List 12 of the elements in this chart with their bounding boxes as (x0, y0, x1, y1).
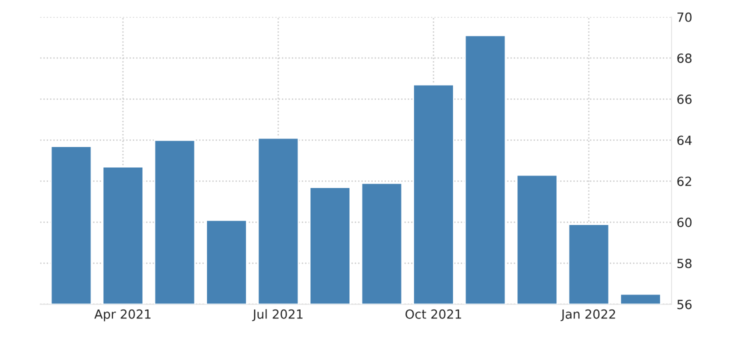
x-tick-label: Apr 2021 (94, 309, 151, 322)
y-tick-label: 62 (677, 176, 692, 186)
y-tick-label: 60 (677, 218, 692, 228)
y-tick-label: 58 (677, 258, 692, 268)
x-tick-label: Jan 2022 (560, 309, 616, 322)
y-tick-label: 70 (677, 12, 692, 22)
x-tick-label: Oct 2021 (406, 309, 462, 319)
x-tick-label: Jul 2021 (252, 309, 303, 322)
y-tick-label: 68 (677, 54, 692, 63)
y-tick-label: 64 (677, 136, 692, 146)
y-tick-label: 56 (677, 300, 692, 310)
y-tick-label: 66 (677, 94, 692, 104)
